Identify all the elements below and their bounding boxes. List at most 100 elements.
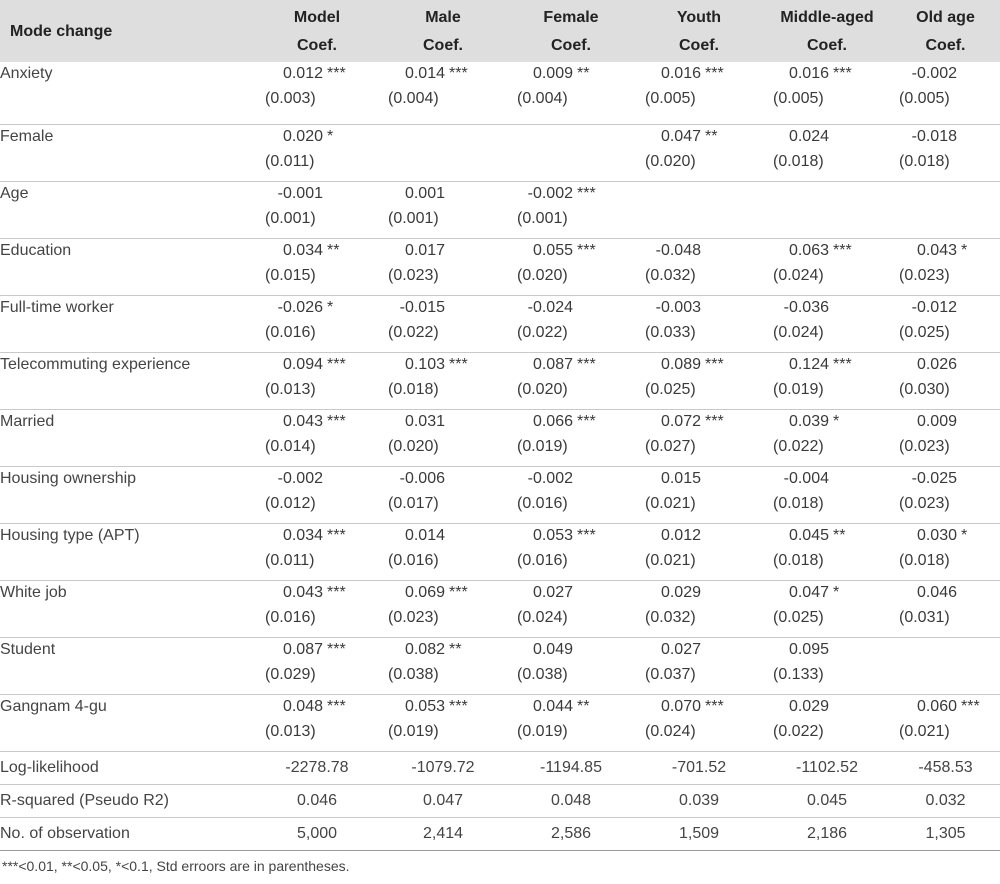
coef-value: 0.053	[404, 697, 445, 715]
coef-cell: -0.048 (0.032)	[635, 238, 763, 295]
std-error: (0.016)	[517, 551, 568, 569]
header-col-sub: Coef.	[551, 37, 591, 54]
header-col-sub: Coef.	[679, 37, 719, 54]
std-error: (0.018)	[899, 551, 950, 569]
coef-cell: 0.063 *** (0.024)	[763, 238, 891, 295]
row-label: Married	[0, 412, 55, 430]
coef-value: 0.048	[282, 697, 323, 715]
table-row: Age -0.001 (0.001) 0.001 (0.001) -0.002 *** (0.…	[0, 181, 1000, 238]
coef-cell: 0.043 * (0.023)	[891, 238, 1000, 295]
std-error: (0.032)	[645, 266, 696, 284]
std-error: (0.017)	[388, 494, 439, 512]
header-col-name: Male	[425, 9, 461, 26]
std-error: (0.020)	[517, 380, 568, 398]
coef-value: -0.036	[783, 298, 829, 316]
coef-cell: -0.026 * (0.016)	[255, 295, 379, 352]
coef-value: -0.015	[399, 298, 445, 316]
coef-cell: 0.014 (0.016)	[379, 523, 507, 580]
std-error	[513, 150, 635, 175]
coef-value: 0.014	[404, 526, 445, 544]
coef-value: -0.002	[277, 469, 323, 487]
coef-cell: 0.027 (0.024)	[507, 580, 635, 637]
stat-value: 2,186	[806, 824, 848, 842]
table-row: Anxiety 0.012 *** (0.003) 0.014 *** (0.004) 0.0…	[0, 62, 1000, 124]
std-error: (0.018)	[899, 152, 950, 170]
row-label: Education	[0, 241, 72, 259]
std-error: (0.025)	[645, 380, 696, 398]
coef-cell	[891, 637, 1000, 694]
stat-value: 1,509	[678, 824, 720, 842]
std-error: (0.015)	[265, 266, 316, 284]
std-error: (0.001)	[517, 209, 568, 227]
stat-value: 0.032	[925, 791, 966, 809]
coef-cell: -0.024 (0.022)	[507, 295, 635, 352]
header-col-name: Model	[293, 9, 341, 26]
significance-stars: ***	[449, 65, 468, 82]
std-error: (0.033)	[645, 323, 696, 341]
stat-value: -1102.52	[796, 758, 858, 776]
std-error: (0.023)	[388, 266, 439, 284]
significance-stars: ***	[833, 241, 852, 259]
coef-value: 0.044	[532, 697, 573, 715]
significance-stars: ***	[961, 697, 980, 715]
std-error: (0.025)	[773, 608, 824, 626]
coef-cell: -0.003 (0.033)	[635, 295, 763, 352]
std-error: (0.004)	[517, 90, 568, 107]
significance-stars: ***	[577, 184, 596, 202]
header-col-name: Middle-aged	[780, 9, 874, 26]
coef-cell: 0.072 *** (0.027)	[635, 409, 763, 466]
coef-value: -0.026	[277, 298, 323, 316]
std-error: (0.020)	[388, 437, 439, 455]
coef-value: 0.034	[282, 241, 323, 259]
std-error: (0.023)	[899, 437, 950, 455]
table-row: Gangnam 4-gu 0.048 *** (0.013) 0.053 *** (0.01…	[0, 694, 1000, 751]
coef-cell: 0.009 (0.023)	[891, 409, 1000, 466]
coef-value: 0.016	[660, 65, 701, 82]
significance-stars: ***	[449, 697, 468, 715]
table-row: Housing type (APT) 0.034 *** (0.011) 0.014 (0…	[0, 523, 1000, 580]
significance-stars: ***	[327, 697, 346, 715]
std-error: (0.019)	[773, 380, 824, 398]
coef-cell: -0.002 (0.005)	[891, 62, 1000, 124]
header-col-name: Youth	[676, 9, 722, 26]
coef-value: 0.087	[282, 640, 323, 658]
significance-stars: ***	[327, 355, 346, 373]
std-error: (0.021)	[645, 494, 696, 512]
std-error: (0.019)	[517, 722, 568, 740]
coef-value: 0.045	[788, 526, 829, 544]
table-row: Student 0.087 *** (0.029) 0.082 ** (0.038) 0.04…	[0, 637, 1000, 694]
coef-cell: 0.053 *** (0.016)	[507, 523, 635, 580]
coef-cell: 0.103 *** (0.018)	[379, 352, 507, 409]
coef-value: -0.018	[911, 127, 957, 145]
coef-value: 0.082	[404, 640, 445, 658]
coef-value: 0.055	[532, 241, 573, 259]
significance-stars: *	[833, 583, 840, 601]
std-error: (0.023)	[899, 494, 950, 512]
coef-value: 0.043	[916, 241, 957, 259]
std-error: (0.038)	[388, 665, 439, 683]
coef-cell: 0.043 *** (0.016)	[255, 580, 379, 637]
significance-stars: ***	[577, 241, 596, 259]
row-label: Female	[0, 127, 54, 145]
coef-cell: 0.070 *** (0.024)	[635, 694, 763, 751]
coef-value: 0.043	[282, 412, 323, 430]
header-col-4: Youth Coef.	[635, 0, 763, 62]
std-error: (0.133)	[773, 665, 824, 683]
row-label: Housing type (APT)	[0, 526, 140, 544]
stat-value: -1079.72	[411, 758, 475, 776]
coef-value: 0.089	[660, 355, 701, 373]
header-col-6: Old age Coef.	[891, 0, 1000, 62]
coef-value: 0.012	[282, 65, 323, 82]
coef-value: 0.027	[532, 583, 573, 601]
coef-value: 0.124	[788, 355, 829, 373]
std-error: (0.037)	[645, 665, 696, 683]
coef-value: 0.014	[404, 65, 445, 82]
coef-value: -0.001	[277, 184, 323, 202]
coef-value: -0.003	[655, 298, 701, 316]
std-error: (0.013)	[265, 722, 316, 740]
std-error: (0.013)	[265, 380, 316, 398]
coef-cell: -0.002 *** (0.001)	[507, 181, 635, 238]
table-row: White job 0.043 *** (0.016) 0.069 *** (0.023) 0…	[0, 580, 1000, 637]
stat-label: R-squared (Pseudo R2)	[0, 791, 169, 809]
